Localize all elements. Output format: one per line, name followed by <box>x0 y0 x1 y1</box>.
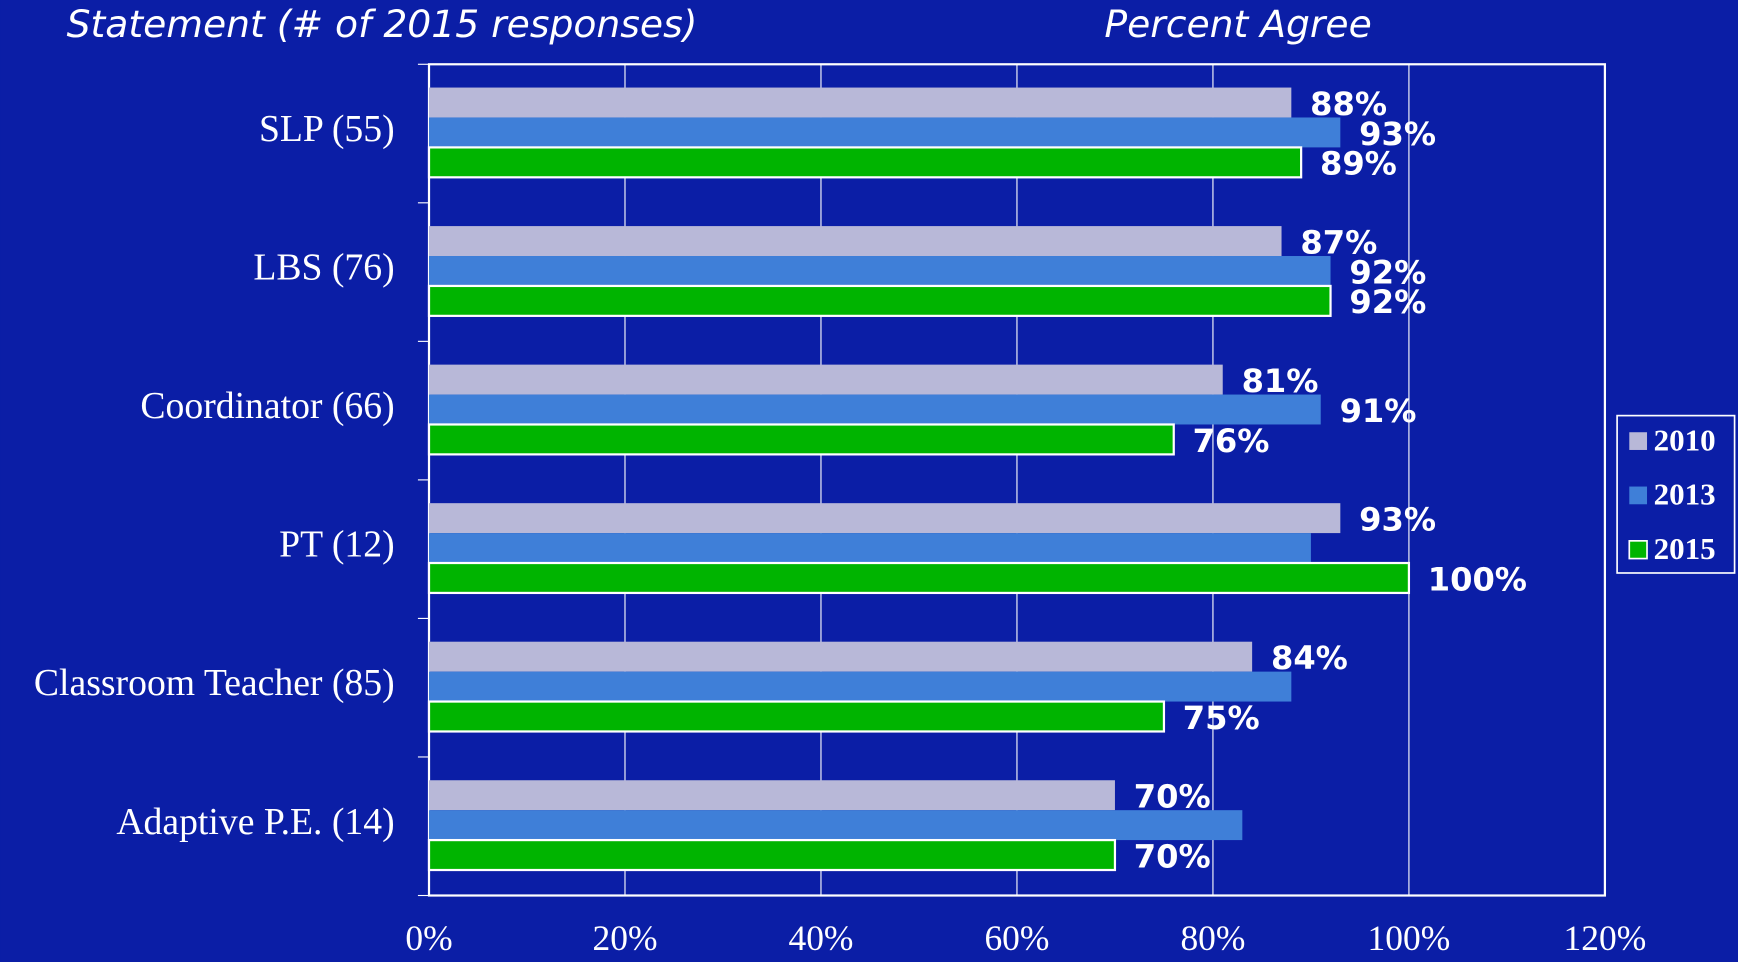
bar <box>427 146 1303 179</box>
bar <box>427 700 1166 733</box>
y-tick-label: SLP (55) <box>259 108 395 150</box>
bar <box>429 503 1341 534</box>
y-tick-label: Classroom Teacher (85) <box>34 662 395 704</box>
bar <box>429 671 1292 702</box>
bar <box>429 533 1311 564</box>
y-axis-title: Statement (# of 2015 responses) <box>67 2 698 46</box>
x-tick-label: 20% <box>592 918 657 958</box>
chart-title: Percent Agree <box>1104 2 1371 46</box>
value-label: 92% <box>1349 283 1426 321</box>
value-label: 84% <box>1271 639 1348 677</box>
x-tick-label: 40% <box>788 918 853 958</box>
value-label: 91% <box>1340 392 1417 430</box>
bar <box>429 641 1253 672</box>
y-tick-label: Adaptive P.E. (14) <box>116 801 394 843</box>
bar <box>427 838 1117 872</box>
value-label: 93% <box>1359 500 1436 538</box>
bar <box>429 364 1223 395</box>
bar <box>429 226 1282 257</box>
y-tick-label: LBS (76) <box>253 247 394 289</box>
legend-label: 2013 <box>1654 477 1716 512</box>
legend-label: 2015 <box>1654 531 1716 566</box>
legend-swatch <box>1628 540 1648 560</box>
bar <box>429 394 1321 425</box>
x-tick-label: 80% <box>1180 918 1245 958</box>
x-tick-label: 100% <box>1368 918 1451 958</box>
bar <box>429 810 1243 841</box>
bar <box>427 561 1411 595</box>
x-tick-label: 120% <box>1564 918 1647 958</box>
x-tick-label: 0% <box>405 918 452 958</box>
legend-box <box>1616 414 1736 574</box>
value-label: 93% <box>1359 115 1436 153</box>
x-tick-label: 60% <box>984 918 1049 958</box>
y-tick-label: PT (12) <box>279 524 394 566</box>
value-label: 81% <box>1242 362 1319 400</box>
value-label: 88% <box>1310 85 1387 123</box>
value-label: 70% <box>1134 837 1211 875</box>
value-label: 76% <box>1193 422 1270 460</box>
bar <box>429 117 1341 148</box>
bar <box>429 87 1292 118</box>
legend-swatch <box>1629 486 1648 505</box>
legend-swatch <box>1629 432 1648 450</box>
bar <box>429 780 1115 811</box>
value-label: 100% <box>1428 560 1527 598</box>
y-tick-label: Coordinator (66) <box>140 385 394 427</box>
value-label: 70% <box>1134 778 1211 816</box>
value-label: 75% <box>1183 699 1260 737</box>
legend-label: 2010 <box>1654 422 1716 457</box>
bar <box>427 423 1175 456</box>
value-label: 89% <box>1320 145 1397 183</box>
bar <box>427 284 1332 317</box>
value-label: 92% <box>1349 253 1426 291</box>
bar <box>429 256 1331 286</box>
value-label: 87% <box>1300 223 1377 261</box>
